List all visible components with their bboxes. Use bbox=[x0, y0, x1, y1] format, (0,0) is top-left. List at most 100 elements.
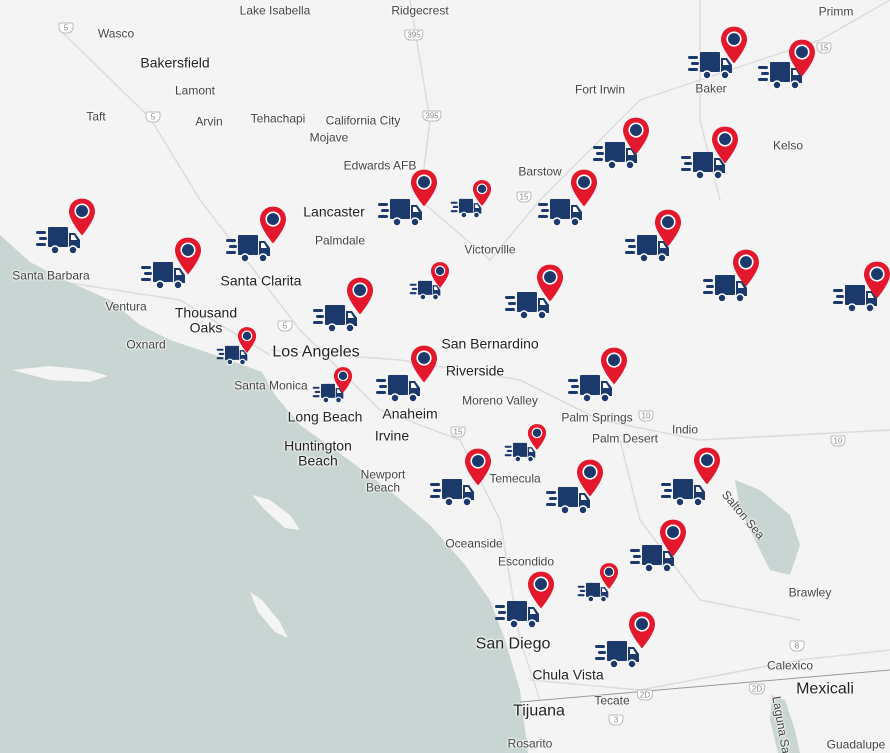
fleet-marker[interactable] bbox=[312, 367, 353, 404]
fleet-marker[interactable] bbox=[376, 345, 437, 403]
location-pin bbox=[347, 277, 373, 315]
place-label: Santa Barbara bbox=[12, 268, 90, 283]
fleet-marker[interactable] bbox=[546, 459, 603, 515]
place-label: Santa Monica bbox=[234, 378, 308, 393]
fleet-marker[interactable] bbox=[577, 563, 619, 603]
location-pin bbox=[721, 26, 747, 64]
truck-icon bbox=[546, 486, 590, 515]
fleet-marker[interactable] bbox=[409, 262, 450, 301]
location-pin bbox=[465, 448, 491, 486]
fleet-marker[interactable] bbox=[593, 117, 649, 170]
fleet-marker[interactable] bbox=[568, 347, 627, 403]
place-label: Rosarito bbox=[507, 736, 553, 751]
fleet-marker[interactable] bbox=[450, 180, 492, 219]
truck-icon bbox=[430, 478, 474, 507]
fleet-marker[interactable] bbox=[661, 447, 720, 507]
roads bbox=[49, 0, 890, 701]
place-label: Mexicali bbox=[796, 680, 854, 698]
place-label: San Diego bbox=[475, 635, 551, 653]
fleet-marker[interactable] bbox=[504, 424, 547, 463]
place-label: Calexico bbox=[766, 658, 814, 673]
place-label: Temecula bbox=[489, 471, 541, 486]
place-label: Fort Irwin bbox=[574, 82, 626, 97]
place-label: Guadalupe bbox=[826, 737, 886, 752]
island bbox=[250, 592, 288, 638]
place-label: Tijuana bbox=[513, 702, 565, 720]
location-pin bbox=[260, 206, 286, 244]
place-label: Lamont bbox=[174, 83, 216, 98]
place-label: Palm Springs bbox=[561, 410, 633, 425]
place-label: Lancaster bbox=[303, 203, 365, 220]
highway-shield: 3 bbox=[608, 714, 624, 726]
location-pin bbox=[69, 198, 95, 236]
island bbox=[12, 366, 108, 382]
place-label: Palm Desert bbox=[591, 431, 659, 446]
location-pin bbox=[599, 563, 619, 589]
truck-icon bbox=[577, 582, 609, 603]
highway-shield: 5 bbox=[277, 320, 293, 332]
fleet-marker[interactable] bbox=[681, 126, 738, 180]
fleet-marker[interactable] bbox=[430, 448, 491, 507]
fleet-marker[interactable] bbox=[625, 209, 681, 263]
location-pin bbox=[712, 126, 738, 164]
truck-icon bbox=[313, 304, 357, 333]
location-pin bbox=[571, 169, 597, 207]
place-label: Riverside bbox=[445, 362, 505, 379]
place-label: California City bbox=[325, 113, 401, 128]
truck-icon bbox=[141, 261, 185, 290]
fleet-marker[interactable] bbox=[703, 249, 759, 303]
fleet-marker[interactable] bbox=[505, 264, 563, 320]
place-label: Thousand Oaks bbox=[174, 304, 238, 335]
location-pin bbox=[733, 249, 759, 287]
place-label: Indio bbox=[671, 422, 699, 437]
place-label: Arvin bbox=[195, 114, 223, 129]
place-label: Huntington Beach bbox=[284, 437, 352, 468]
place-label: Chula Vista bbox=[532, 666, 604, 683]
ocean bbox=[0, 235, 528, 753]
truck-icon bbox=[226, 234, 270, 263]
location-pin bbox=[411, 169, 437, 207]
place-label: Moreno Valley bbox=[462, 393, 538, 408]
place-label: Irvine bbox=[374, 427, 410, 444]
place-label: Oxnard bbox=[126, 337, 166, 352]
place-label: Baker bbox=[695, 81, 727, 96]
location-pin bbox=[430, 262, 450, 288]
fleet-marker[interactable] bbox=[758, 39, 815, 90]
location-pin bbox=[472, 180, 492, 206]
truck-icon bbox=[376, 374, 420, 403]
highway-shield: 10 bbox=[638, 410, 654, 422]
location-pin bbox=[601, 347, 627, 385]
truck-icon bbox=[504, 442, 536, 463]
truck-icon bbox=[495, 600, 539, 629]
place-label: Anaheim bbox=[382, 405, 438, 422]
place-label: Edwards AFB bbox=[343, 158, 417, 173]
laguna-salada bbox=[770, 695, 800, 753]
place-label: Los Angeles bbox=[272, 343, 360, 361]
location-pin bbox=[577, 459, 603, 497]
fleet-marker[interactable] bbox=[313, 277, 373, 333]
highway-shield: 15 bbox=[450, 426, 466, 438]
fleet-marker[interactable] bbox=[378, 169, 437, 227]
place-label: Taft bbox=[86, 109, 106, 124]
fleet-marker[interactable] bbox=[833, 261, 890, 313]
location-pin bbox=[655, 209, 681, 247]
fleet-marker[interactable] bbox=[495, 571, 554, 629]
place-label: Escondido bbox=[497, 554, 555, 569]
fleet-marker[interactable] bbox=[595, 611, 655, 669]
fleet-marker[interactable] bbox=[226, 206, 286, 263]
highway-shield: 395 bbox=[422, 110, 442, 122]
island bbox=[75, 540, 100, 550]
fleet-marker[interactable] bbox=[630, 519, 686, 573]
place-label: Bakersfield bbox=[140, 54, 210, 71]
place-label: Brawley bbox=[788, 585, 832, 600]
place-label: Santa Clarita bbox=[220, 272, 302, 289]
place-label: Victorville bbox=[464, 242, 516, 257]
highway-shield: 15 bbox=[516, 191, 532, 203]
fleet-marker[interactable] bbox=[36, 198, 95, 255]
fleet-marker[interactable] bbox=[688, 26, 747, 80]
fleet-marker[interactable] bbox=[141, 237, 201, 290]
highway-shield: 10 bbox=[830, 435, 846, 447]
truck-icon bbox=[450, 198, 482, 219]
